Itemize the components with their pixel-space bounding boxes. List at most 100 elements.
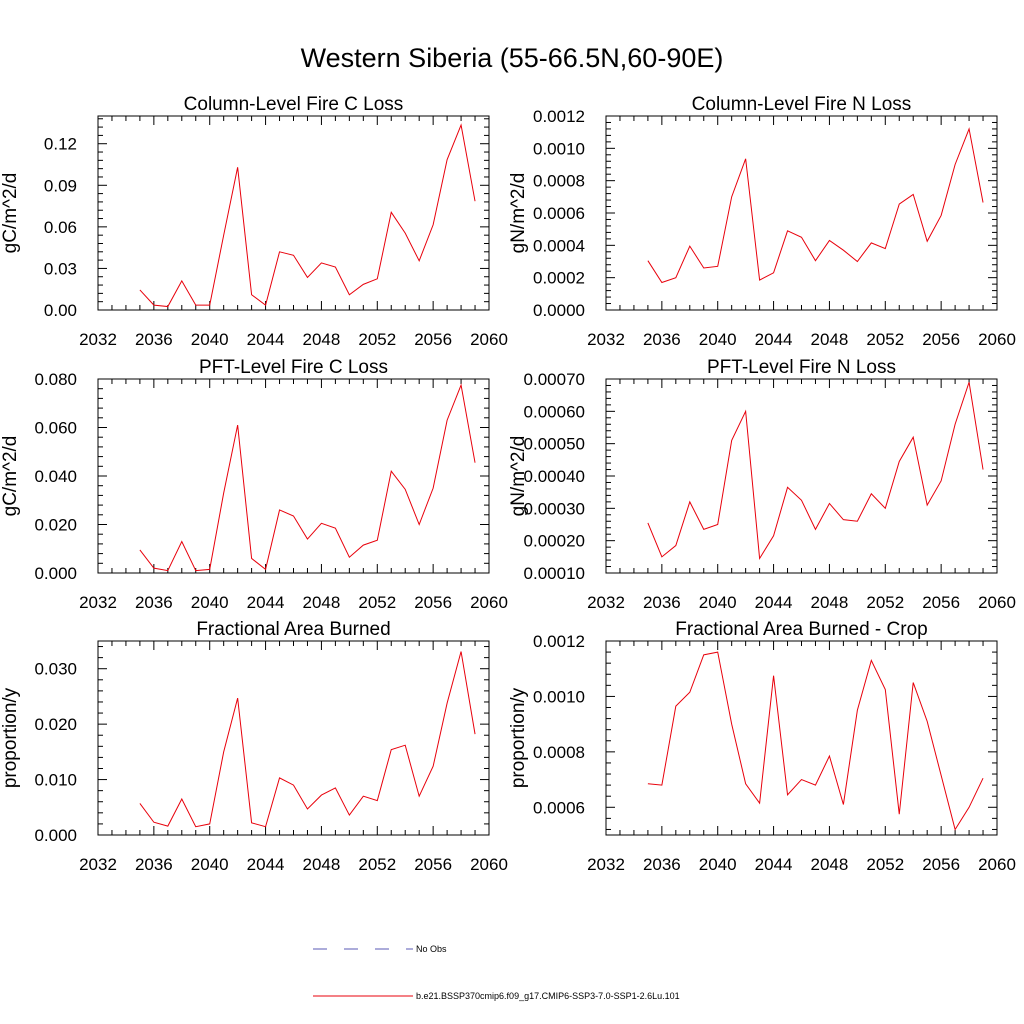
y-tick-label: 0.0006 xyxy=(533,204,585,223)
x-tick-label: 2052 xyxy=(866,855,904,874)
x-tick-label: 2052 xyxy=(358,593,396,612)
panels: Column-Level Fire C Loss 2032 2036 2040 2044… xyxy=(0,94,1016,874)
series-line xyxy=(139,651,476,828)
x-tick-label: 2052 xyxy=(866,330,904,349)
x-tick-label: 2036 xyxy=(643,330,681,349)
y-tick-label: 0.080 xyxy=(34,370,77,389)
x-tick-label: 2044 xyxy=(247,330,285,349)
panel-title: Fractional Area Burned xyxy=(196,619,390,640)
y-tick-label: 0.020 xyxy=(34,715,77,734)
y-tick-label: 0.0002 xyxy=(533,269,585,288)
x-tick-label: 2056 xyxy=(922,593,960,612)
x-tick-label: 2060 xyxy=(978,593,1016,612)
y-axis-label: gC/m^2/d xyxy=(0,173,21,254)
series-line xyxy=(647,651,984,831)
x-tick-label: 2040 xyxy=(699,855,737,874)
x-tick-label: 2060 xyxy=(470,855,508,874)
legend-label-no-obs: No Obs xyxy=(416,944,447,954)
legend-label-model-run: b.e21.BSSP370cmip6.f09_g17.CMIP6-SSP3-7.… xyxy=(416,991,680,1001)
x-tick-label: 2032 xyxy=(587,593,625,612)
y-tick-label: 0.06 xyxy=(44,218,77,237)
plot-frame xyxy=(605,640,998,836)
panel-title: Fractional Area Burned - Crop xyxy=(675,619,927,640)
x-tick-label: 2040 xyxy=(191,330,229,349)
y-tick-label: 0.020 xyxy=(34,516,77,535)
y-tick-label: 0.0008 xyxy=(533,172,585,191)
y-axis-label: proportion/y xyxy=(508,687,529,788)
y-tick-label: 0.00060 xyxy=(524,402,585,421)
plot-frame xyxy=(97,640,490,836)
x-tick-label: 2052 xyxy=(358,855,396,874)
x-tick-label: 2056 xyxy=(922,330,960,349)
series-line xyxy=(647,382,984,560)
y-tick-label: 0.00040 xyxy=(524,467,585,486)
y-tick-label: 0.0004 xyxy=(533,236,585,255)
plot-frame xyxy=(97,115,490,311)
panel-title: PFT-Level Fire N Loss xyxy=(707,357,896,378)
x-tick-label: 2032 xyxy=(79,855,117,874)
x-tick-label: 2048 xyxy=(811,593,849,612)
x-tick-label: 2060 xyxy=(978,855,1016,874)
x-tick-label: 2036 xyxy=(135,855,173,874)
x-tick-label: 2056 xyxy=(414,593,452,612)
y-tick-label: 0.0000 xyxy=(533,301,585,320)
plot-frame xyxy=(97,378,490,574)
y-tick-label: 0.000 xyxy=(34,826,77,845)
y-tick-label: 0.03 xyxy=(44,259,77,278)
y-tick-label: 0.010 xyxy=(34,771,77,790)
x-tick-label: 2044 xyxy=(755,855,793,874)
figure-title: Western Siberia (55-66.5N,60-90E) xyxy=(301,43,724,73)
y-axis-label: gN/m^2/d xyxy=(508,436,529,517)
x-tick-label: 2036 xyxy=(135,330,173,349)
x-tick-label: 2040 xyxy=(191,855,229,874)
x-tick-label: 2044 xyxy=(247,593,285,612)
panel-title: Column-Level Fire C Loss xyxy=(184,94,404,115)
x-tick-label: 2052 xyxy=(866,593,904,612)
x-tick-label: 2056 xyxy=(414,855,452,874)
y-tick-label: 0.00050 xyxy=(524,435,585,454)
y-axis-label: gN/m^2/d xyxy=(508,173,529,254)
y-axis-label: proportion/y xyxy=(0,687,21,788)
x-tick-label: 2044 xyxy=(247,855,285,874)
y-tick-label: 0.00020 xyxy=(524,532,585,551)
x-tick-label: 2044 xyxy=(755,330,793,349)
panel-title: Column-Level Fire N Loss xyxy=(692,94,912,115)
series-line xyxy=(139,123,476,308)
x-tick-label: 2036 xyxy=(643,593,681,612)
x-tick-label: 2048 xyxy=(811,855,849,874)
y-tick-label: 0.030 xyxy=(34,660,77,679)
x-tick-label: 2060 xyxy=(978,330,1016,349)
x-tick-label: 2032 xyxy=(79,330,117,349)
x-tick-label: 2048 xyxy=(303,593,341,612)
y-tick-label: 0.00030 xyxy=(524,499,585,518)
y-tick-label: 0.0012 xyxy=(533,632,585,651)
y-tick-label: 0.12 xyxy=(44,135,77,154)
y-tick-label: 0.000 xyxy=(34,564,77,583)
legend: No Obs b.e21.BSSP370cmip6.f09_g17.CMIP6-… xyxy=(313,944,680,1001)
x-tick-label: 2048 xyxy=(811,330,849,349)
x-tick-label: 2048 xyxy=(303,855,341,874)
y-tick-label: 0.040 xyxy=(34,467,77,486)
chart-panel-4: Fractional Area Burned 2032 2036 2040 2044 20… xyxy=(0,619,508,874)
x-tick-label: 2040 xyxy=(699,330,737,349)
x-tick-label: 2040 xyxy=(191,593,229,612)
x-tick-label: 2032 xyxy=(587,855,625,874)
x-tick-label: 2032 xyxy=(587,330,625,349)
y-tick-label: 0.0012 xyxy=(533,107,585,126)
y-tick-label: 0.09 xyxy=(44,176,77,195)
y-tick-label: 0.00 xyxy=(44,301,77,320)
y-tick-label: 0.0010 xyxy=(533,687,585,706)
x-tick-label: 2060 xyxy=(470,593,508,612)
y-tick-label: 0.00070 xyxy=(524,370,585,389)
chart-panel-1: Column-Level Fire N Loss 2032 2036 2040 2044… xyxy=(508,94,1016,349)
chart-panel-5: Fractional Area Burned - Crop 2032 2036 204… xyxy=(508,619,1016,874)
x-tick-label: 2048 xyxy=(303,330,341,349)
series-line xyxy=(139,383,476,572)
x-tick-label: 2052 xyxy=(358,330,396,349)
y-tick-label: 0.0010 xyxy=(533,139,585,158)
x-tick-label: 2044 xyxy=(755,593,793,612)
chart-panel-2: PFT-Level Fire C Loss 2032 2036 2040 2044 204… xyxy=(0,357,508,612)
series-line xyxy=(647,127,984,284)
y-tick-label: 0.0006 xyxy=(533,798,585,817)
